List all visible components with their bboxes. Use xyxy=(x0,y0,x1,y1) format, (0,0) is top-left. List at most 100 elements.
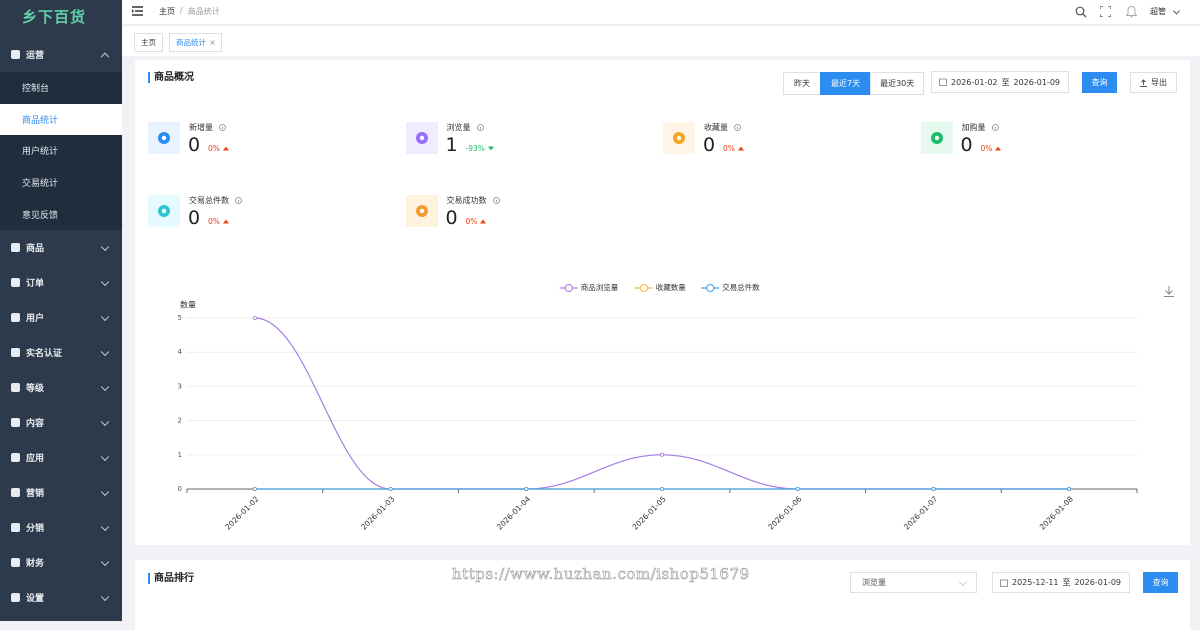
export-button[interactable]: 导出 xyxy=(1130,72,1177,93)
stat-label: 交易总件数 xyxy=(189,195,242,206)
tab-close[interactable] xyxy=(210,40,215,45)
stat-glyph xyxy=(415,132,428,144)
sidebar: 乡下百货 运营控制台 商品统计 用户统计 交易统计 意见反馈商品订单用户实名认证等级内容… xyxy=(0,0,122,621)
menu-item[interactable]: 用户统计 xyxy=(0,135,122,167)
download-icon[interactable] xyxy=(1164,286,1174,297)
x-tick-label: 2026-01-02 xyxy=(223,494,260,531)
breadcrumb-item[interactable]: 主页 xyxy=(159,7,175,16)
menu-group[interactable]: 应用 xyxy=(0,440,122,475)
menu-icon xyxy=(11,523,20,532)
data-point xyxy=(795,486,800,491)
trend-arrow xyxy=(222,146,229,151)
tab[interactable]: 主页 xyxy=(134,33,163,52)
data-point xyxy=(1067,486,1072,491)
legend-label: 收藏数量 xyxy=(656,282,686,292)
menu-item[interactable]: 控制台 xyxy=(0,72,122,104)
ranking-date-range[interactable]: 2025-12-11 至 2026-01-09 xyxy=(992,572,1130,593)
overview-title: 商品概况 xyxy=(148,72,194,83)
trend-arrow xyxy=(487,146,494,151)
stat-change-text: 0% xyxy=(465,217,478,226)
stat-label: 新增量 xyxy=(189,122,226,133)
menu-icon xyxy=(11,593,20,602)
legend-label: 交易总件数 xyxy=(722,282,760,292)
logo: 乡下百货 xyxy=(22,8,87,26)
info-icon[interactable] xyxy=(991,124,999,131)
menu-icon xyxy=(11,278,20,287)
stat-icon xyxy=(148,195,180,227)
tab-label: 主页 xyxy=(141,38,156,47)
menu-group[interactable]: 财务 xyxy=(0,545,122,580)
stat-icon xyxy=(405,122,438,154)
search-icon[interactable] xyxy=(1075,6,1087,18)
stat-glyph xyxy=(158,205,170,217)
ranking-query-button[interactable]: 查询 xyxy=(1143,572,1178,593)
x-tick-label: 2026-01-04 xyxy=(495,494,532,531)
menu-icon xyxy=(11,383,20,392)
menu-group[interactable]: 商品 xyxy=(0,230,122,265)
menu-icon xyxy=(11,453,20,462)
menu-toggle[interactable] xyxy=(132,6,143,16)
range-buttons: 昨天 最近7天 最近30天 xyxy=(783,72,925,95)
tabs: 主页 商品统计 xyxy=(134,33,222,52)
ranking-card: 商品排行 浏览量 2025-12-11 至 2026-01-09 查询 xyxy=(135,560,1190,630)
trend-arrow xyxy=(480,219,487,224)
menu-group[interactable]: 实名认证 xyxy=(0,335,122,370)
menu-label: 订单 xyxy=(26,279,45,289)
menu-item[interactable]: 商品统计 xyxy=(0,103,122,136)
info-icon[interactable] xyxy=(235,197,242,204)
stat-value: 0 xyxy=(188,207,201,229)
date-end: 2026-01-09 xyxy=(1074,578,1122,587)
date-start: 2026-01-02 xyxy=(951,77,998,87)
metric-select[interactable]: 浏览量 xyxy=(850,572,977,593)
menu-label: 实名认证 xyxy=(26,349,63,359)
calendar-icon xyxy=(939,78,947,86)
menu-group[interactable]: 订单 xyxy=(0,265,122,300)
menu-label: 等级 xyxy=(26,384,45,394)
date-end: 2026-01-09 xyxy=(1013,77,1061,87)
tab[interactable]: 商品统计 xyxy=(169,33,222,52)
trend-arrow xyxy=(737,146,744,151)
menu-group[interactable]: 等级 xyxy=(0,370,122,405)
menu-group[interactable]: 设置 xyxy=(0,580,122,615)
info-icon[interactable] xyxy=(492,197,500,204)
info-icon[interactable] xyxy=(734,124,741,131)
menu-group[interactable]: 分销 xyxy=(0,510,122,545)
stat-change: 0% xyxy=(723,144,744,153)
stat-label-text: 交易成功数 xyxy=(446,196,487,205)
range-button[interactable]: 最近30天 xyxy=(870,72,925,95)
stat-icon xyxy=(663,122,695,154)
menu-label: 运营 xyxy=(26,51,45,61)
stat-glyph xyxy=(930,132,943,144)
legend-label: 商品浏览量 xyxy=(581,282,619,292)
menu-group[interactable]: 营销 xyxy=(0,475,122,510)
data-point xyxy=(660,452,665,457)
menu-icon xyxy=(11,243,20,252)
bell-icon[interactable] xyxy=(1126,5,1137,18)
y-tick-label: 1 xyxy=(178,451,182,459)
user-name[interactable]: 超管 xyxy=(1150,7,1166,16)
y-tick-label: 3 xyxy=(178,382,182,390)
stat-icon xyxy=(405,195,438,227)
trend-arrow xyxy=(995,146,1002,151)
data-point xyxy=(660,486,665,491)
trend-arrow xyxy=(222,219,229,224)
stat-label-text: 收藏量 xyxy=(704,123,728,132)
menu-item[interactable]: 交易统计 xyxy=(0,166,122,199)
export-icon xyxy=(1140,78,1147,87)
info-icon[interactable] xyxy=(219,124,226,131)
stat-label-text: 新增量 xyxy=(189,123,213,132)
date-range[interactable]: 2026-01-02 至 2026-01-09 xyxy=(931,71,1069,93)
query-button[interactable]: 查询 xyxy=(1082,72,1117,93)
menu-label: 商品 xyxy=(26,244,45,254)
menu-label: 设置 xyxy=(26,594,45,604)
data-point xyxy=(252,315,257,320)
menu-label: 营销 xyxy=(26,489,45,499)
info-icon[interactable] xyxy=(476,124,484,131)
menu-group[interactable]: 用户 xyxy=(0,300,122,335)
stat-value: 0 xyxy=(188,134,201,156)
menu-item[interactable]: 意见反馈 xyxy=(0,198,122,230)
menu-group[interactable]: 内容 xyxy=(0,405,122,440)
menu-group[interactable]: 运营 xyxy=(0,37,122,72)
menu-icon xyxy=(11,558,20,567)
